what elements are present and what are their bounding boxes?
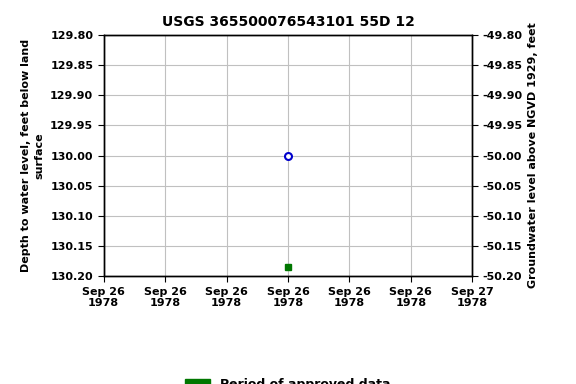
Y-axis label: Groundwater level above NGVD 1929, feet: Groundwater level above NGVD 1929, feet xyxy=(528,23,539,288)
Y-axis label: Depth to water level, feet below land
surface: Depth to water level, feet below land su… xyxy=(21,39,44,272)
Legend: Period of approved data: Period of approved data xyxy=(180,373,396,384)
Title: USGS 365500076543101 55D 12: USGS 365500076543101 55D 12 xyxy=(161,15,415,29)
